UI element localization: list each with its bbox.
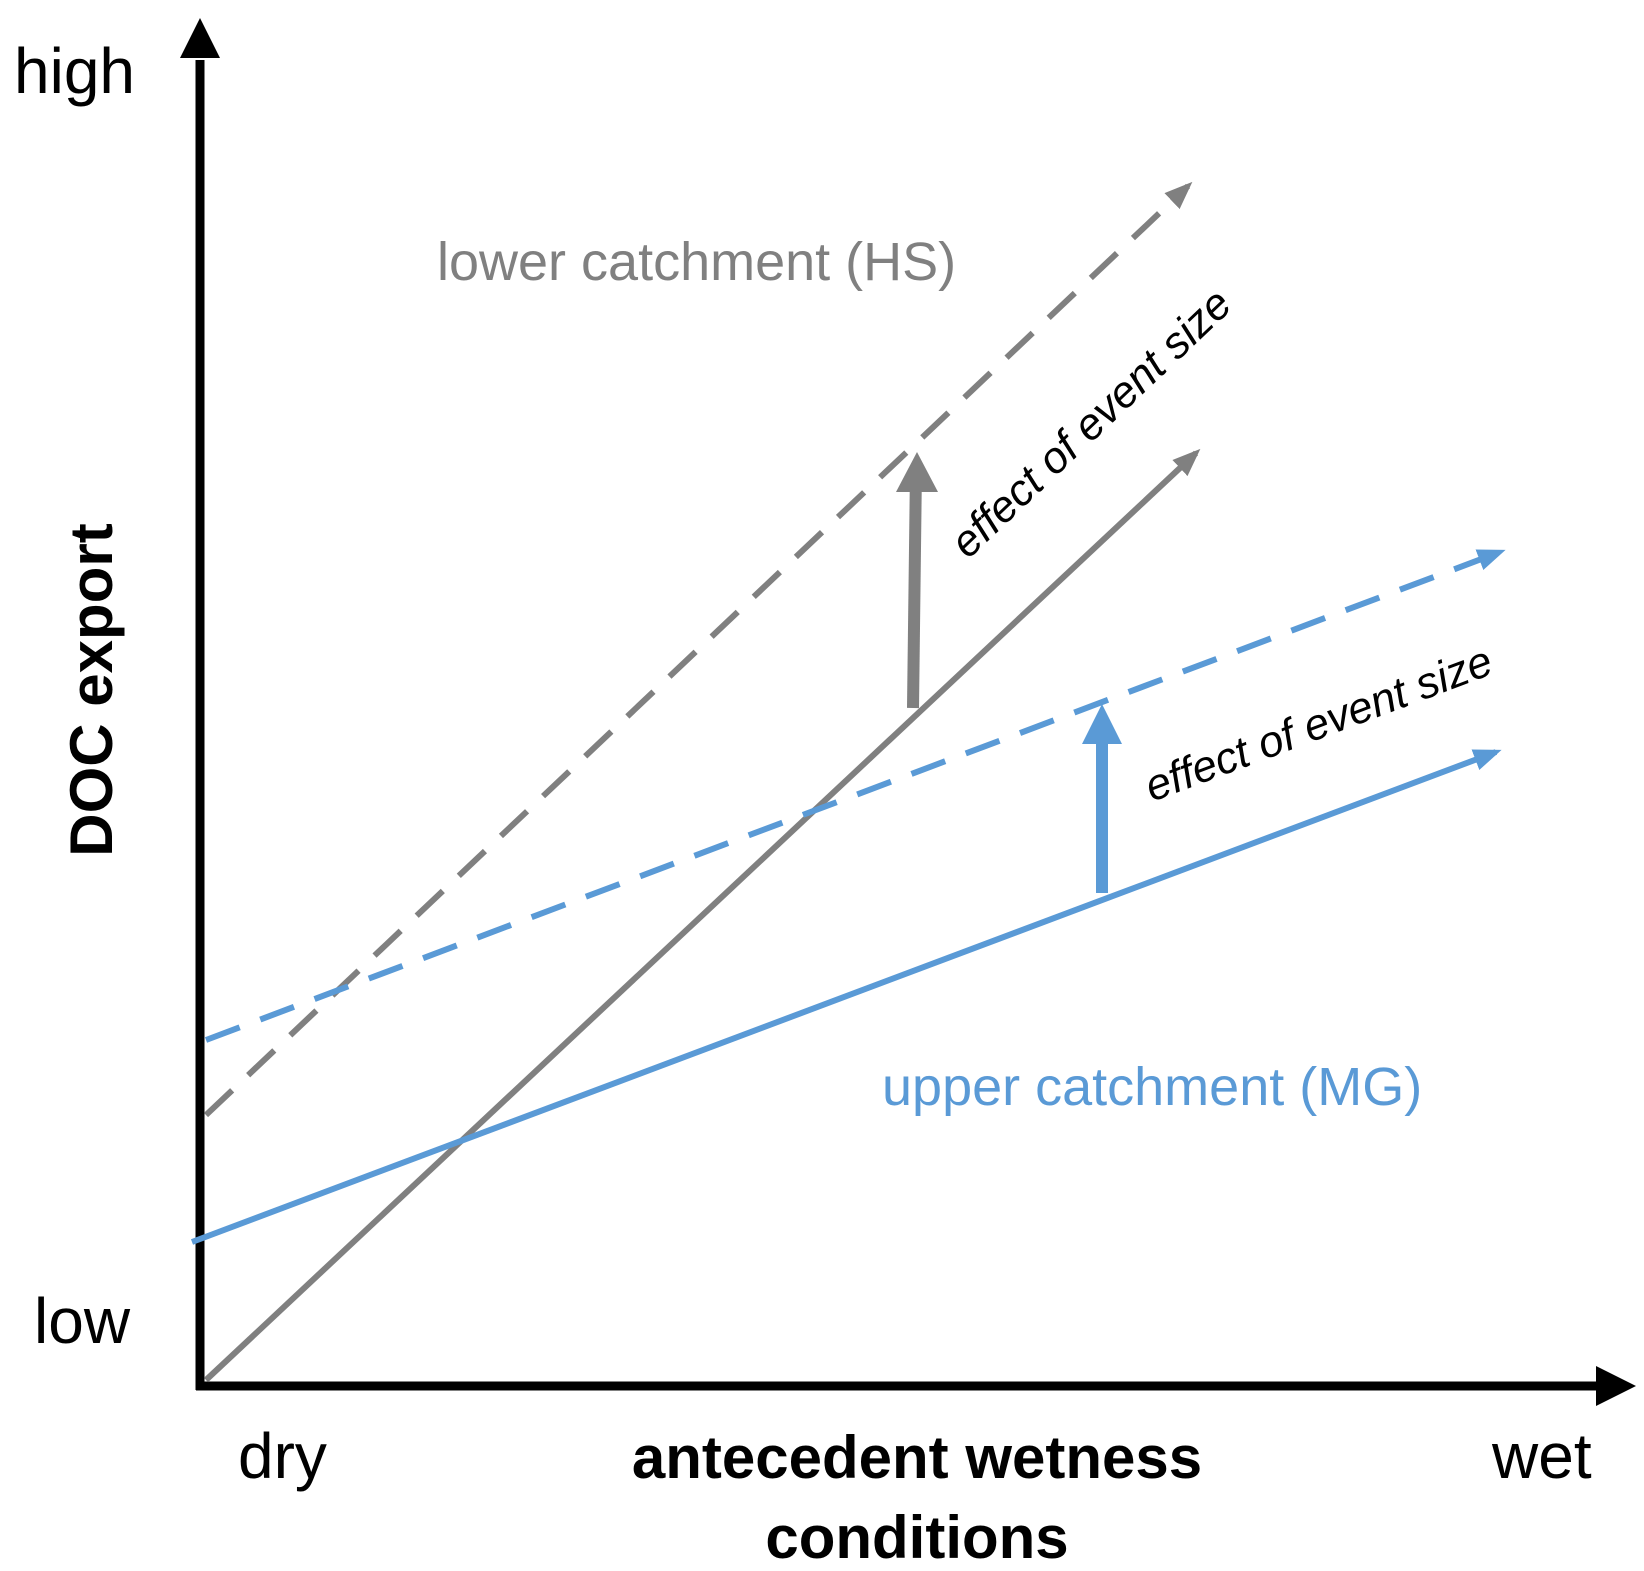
lower-catchment-label: lower catchment (HS) [437, 232, 956, 292]
upper-dashed-line [204, 549, 1506, 1043]
upper-catchment-series [190, 549, 1506, 1245]
upper-effect-arrowhead [1082, 704, 1122, 744]
x-dry-label: dry [238, 1420, 327, 1492]
y-axis-arrowhead [180, 18, 220, 58]
y-high-label: high [14, 35, 135, 107]
lower-dashed-line [203, 181, 1193, 1118]
lower-solid-line [203, 448, 1201, 1383]
x-wet-label: wet [1491, 1420, 1592, 1492]
x-axis-title-line2: conditions [765, 1504, 1068, 1571]
x-axis-title-line1: antecedent wetness [632, 1424, 1202, 1491]
x-axis-arrowhead [1596, 1366, 1636, 1406]
lower-catchment-series [203, 181, 1201, 1383]
y-low-label: low [34, 1285, 131, 1357]
upper-solid-line [190, 749, 1502, 1245]
y-axis-title: DOC export [58, 523, 125, 856]
lower-effect-arrow [907, 467, 922, 709]
lower-effect-arrowhead [896, 452, 938, 492]
upper-catchment-label: upper catchment (MG) [882, 1057, 1422, 1117]
lower-effect-label: effect of event size [941, 279, 1241, 567]
axes [180, 18, 1636, 1406]
upper-effect-label: effect of event size [1138, 636, 1499, 811]
